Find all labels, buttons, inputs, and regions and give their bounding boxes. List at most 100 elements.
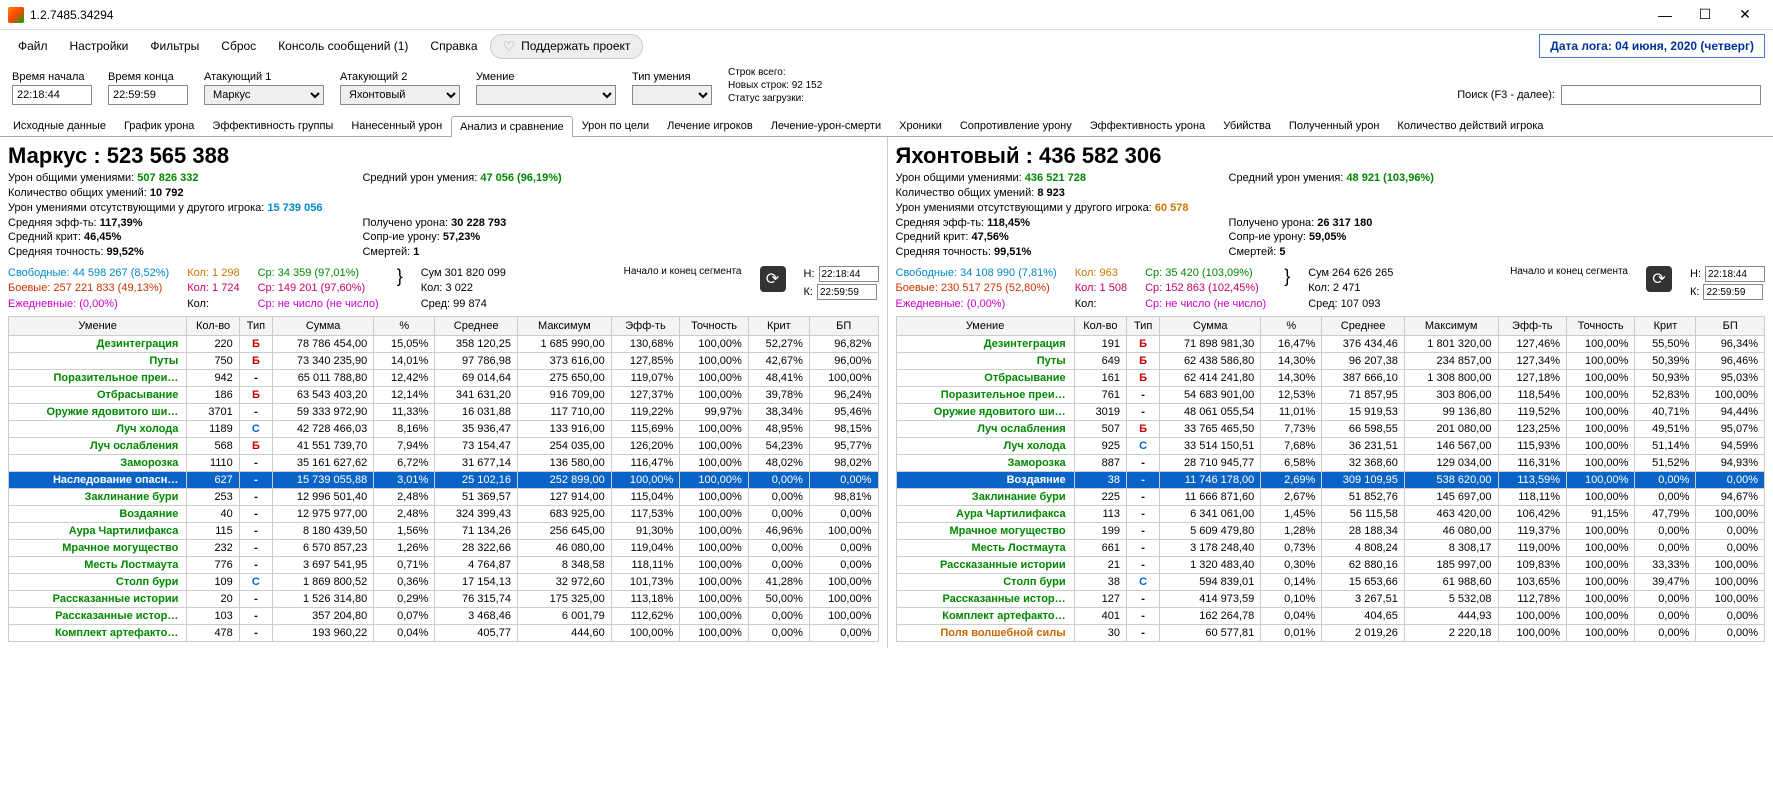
table-row[interactable]: Рассказанные истор…127- 414 973,590,10%3…: [896, 591, 1765, 608]
col-header[interactable]: Кол-во: [1074, 317, 1126, 336]
table-row[interactable]: Луч ослабления507Б 33 765 465,507,73%66 …: [896, 421, 1765, 438]
seg-start-input[interactable]: [819, 266, 879, 282]
tab-1[interactable]: График урона: [115, 115, 203, 136]
table-row[interactable]: Столп бури109С 1 869 800,520,36%17 154,1…: [9, 574, 879, 591]
table-row[interactable]: Столп бури38С 594 839,010,14%15 653,6661…: [896, 574, 1765, 591]
table-row[interactable]: Заморозка1110- 35 161 627,626,72%31 677,…: [9, 455, 879, 472]
table-row[interactable]: Луч холода925С 33 514 150,517,68%36 231,…: [896, 438, 1765, 455]
tab-7[interactable]: Лечение-урон-смерти: [762, 115, 890, 136]
time-end-input[interactable]: [108, 85, 188, 105]
col-header[interactable]: Точность: [680, 317, 749, 336]
col-header[interactable]: Умение: [9, 317, 187, 336]
table-row[interactable]: Заклинание бури225- 11 666 871,602,67%51…: [896, 489, 1765, 506]
col-header[interactable]: Эфф-ть: [611, 317, 680, 336]
refresh-button[interactable]: ⟳: [760, 266, 786, 292]
menu-reset[interactable]: Сброс: [211, 35, 266, 57]
menu-filters[interactable]: Фильтры: [140, 35, 209, 57]
col-header[interactable]: Крит: [1635, 317, 1696, 336]
line-stats: Строк всего: Новых строк: 92 152 Статус …: [728, 66, 822, 105]
table-row[interactable]: Дезинтеграция220Б 78 786 454,0015,05%358…: [9, 336, 879, 353]
minimize-button[interactable]: —: [1645, 3, 1685, 27]
table-row[interactable]: Оружие ядовитого ши…3701- 59 333 972,901…: [9, 404, 879, 421]
col-header[interactable]: БП: [809, 317, 878, 336]
seg-end-input[interactable]: [817, 284, 877, 300]
tab-5[interactable]: Урон по цели: [573, 115, 658, 136]
table-row[interactable]: Поля волшебной силы30- 60 577,810,01%2 0…: [896, 625, 1765, 642]
window-title: 1.2.7485.34294: [30, 8, 1645, 22]
table-row[interactable]: Воздаяние38- 11 746 178,002,69%309 109,9…: [896, 472, 1765, 489]
tab-0[interactable]: Исходные данные: [4, 115, 115, 136]
col-header[interactable]: Сумма: [1160, 317, 1261, 336]
menu-file[interactable]: Файл: [8, 35, 58, 57]
table-row[interactable]: Мрачное могущество199- 5 609 479,801,28%…: [896, 523, 1765, 540]
maximize-button[interactable]: ☐: [1685, 3, 1725, 27]
table-row[interactable]: Мрачное могущество232- 6 570 857,231,26%…: [9, 540, 879, 557]
panel-title: Яхонтовый : 436 582 306: [896, 143, 1766, 169]
close-button[interactable]: ✕: [1725, 3, 1765, 27]
table-row[interactable]: Путы750Б 73 340 235,9014,01%97 786,98373…: [9, 353, 879, 370]
table-row[interactable]: Комплект артефакто…401- 162 264,780,04%4…: [896, 608, 1765, 625]
tab-12[interactable]: Полученный урон: [1280, 115, 1389, 136]
menu-console[interactable]: Консоль сообщений (1): [268, 35, 418, 57]
time-start-input[interactable]: [12, 85, 92, 105]
menu-settings[interactable]: Настройки: [60, 35, 139, 57]
table-row[interactable]: Заморозка887- 28 710 945,776,58%32 368,6…: [896, 455, 1765, 472]
table-row[interactable]: Комплект артефакто…478- 193 960,220,04%4…: [9, 625, 879, 642]
seg-start-input[interactable]: [1705, 266, 1765, 282]
tab-10[interactable]: Эффективность урона: [1081, 115, 1214, 136]
menubar: Файл Настройки Фильтры Сброс Консоль соо…: [0, 30, 1773, 62]
col-header[interactable]: Кол-во: [187, 317, 239, 336]
attacker2-select[interactable]: Яхонтовый: [340, 85, 460, 105]
table-row[interactable]: Наследование опасн…627- 15 739 055,883,0…: [9, 472, 879, 489]
refresh-button[interactable]: ⟳: [1646, 266, 1672, 292]
table-row[interactable]: Луч холода1189С 42 728 466,038,16%35 936…: [9, 421, 879, 438]
col-header[interactable]: Среднее: [435, 317, 518, 336]
col-header[interactable]: Крит: [748, 317, 809, 336]
tab-3[interactable]: Нанесенный урон: [342, 115, 451, 136]
table-row[interactable]: Поразительное преи…942- 65 011 788,8012,…: [9, 370, 879, 387]
table-row[interactable]: Аура Чартилифакса115- 8 180 439,501,56%7…: [9, 523, 879, 540]
tab-6[interactable]: Лечение игроков: [658, 115, 762, 136]
col-header[interactable]: Точность: [1566, 317, 1634, 336]
table-row[interactable]: Заклинание бури253- 12 996 501,402,48%51…: [9, 489, 879, 506]
tab-4[interactable]: Анализ и сравнение: [451, 116, 573, 137]
table-row[interactable]: Дезинтеграция191Б 71 898 981,3016,47%376…: [896, 336, 1765, 353]
col-header[interactable]: Сумма: [273, 317, 374, 336]
tab-9[interactable]: Сопротивление урону: [951, 115, 1081, 136]
col-header[interactable]: Максимум: [517, 317, 611, 336]
table-row[interactable]: Рассказанные истории21- 1 320 483,400,30…: [896, 557, 1765, 574]
search-input[interactable]: [1561, 85, 1761, 105]
table-row[interactable]: Луч ослабления568Б 41 551 739,707,94%73 …: [9, 438, 879, 455]
menu-help[interactable]: Справка: [420, 35, 487, 57]
col-header[interactable]: Среднее: [1322, 317, 1405, 336]
tab-11[interactable]: Убийства: [1214, 115, 1280, 136]
col-header[interactable]: %: [1261, 317, 1322, 336]
table-row[interactable]: Путы649Б 62 438 586,8014,30%96 207,38234…: [896, 353, 1765, 370]
col-header[interactable]: Эфф-ть: [1498, 317, 1566, 336]
table-row[interactable]: Воздаяние40- 12 975 977,002,48%324 399,4…: [9, 506, 879, 523]
table-row[interactable]: Поразительное преи…761- 54 683 901,0012,…: [896, 387, 1765, 404]
tab-13[interactable]: Количество действий игрока: [1388, 115, 1552, 136]
skill-select[interactable]: [476, 85, 616, 105]
col-header[interactable]: Тип: [239, 317, 272, 336]
table-row[interactable]: Оружие ядовитого ши…3019- 48 061 055,541…: [896, 404, 1765, 421]
seg-end-input[interactable]: [1703, 284, 1763, 300]
table-row[interactable]: Аура Чартилифакса113- 6 341 061,001,45%5…: [896, 506, 1765, 523]
support-button[interactable]: ♡ Поддержать проект: [490, 34, 644, 59]
table-row[interactable]: Отбрасывание161Б 62 414 241,8014,30%387 …: [896, 370, 1765, 387]
col-header[interactable]: БП: [1696, 317, 1765, 336]
table-row[interactable]: Рассказанные истории20- 1 526 314,800,29…: [9, 591, 879, 608]
skilltype-select[interactable]: [632, 85, 712, 105]
table-row[interactable]: Отбрасывание186Б 63 543 403,2012,14%341 …: [9, 387, 879, 404]
table-row[interactable]: Рассказанные истор…103- 357 204,800,07%3…: [9, 608, 879, 625]
col-header[interactable]: Максимум: [1404, 317, 1498, 336]
table-row[interactable]: Месть Лостмаута661- 3 178 248,400,73%4 8…: [896, 540, 1765, 557]
attacker1-select[interactable]: Маркус: [204, 85, 324, 105]
panel-right: Яхонтовый : 436 582 306 Урон общими умен…: [887, 137, 1773, 648]
col-header[interactable]: Тип: [1127, 317, 1160, 336]
col-header[interactable]: Умение: [896, 317, 1074, 336]
tab-2[interactable]: Эффективность группы: [203, 115, 342, 136]
table-row[interactable]: Месть Лостмаута776- 3 697 541,950,71%4 7…: [9, 557, 879, 574]
col-header[interactable]: %: [374, 317, 435, 336]
tab-8[interactable]: Хроники: [890, 115, 951, 136]
